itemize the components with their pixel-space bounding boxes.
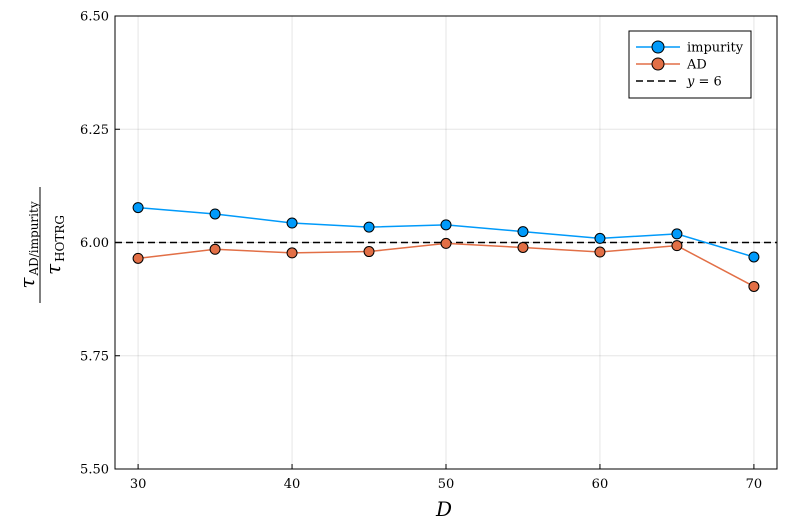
x-tick-label: 50 xyxy=(438,477,455,492)
y-title-denominator-symbol: τ xyxy=(41,263,65,275)
data-point-impurity xyxy=(594,232,606,244)
x-tick-label: 70 xyxy=(746,477,763,492)
data-point-ad xyxy=(440,237,452,249)
data-point-ad xyxy=(748,280,760,292)
y-tick-label: 6.50 xyxy=(80,10,109,25)
data-point-impurity xyxy=(132,202,144,214)
data-point-ad xyxy=(286,247,298,259)
data-point-impurity xyxy=(440,219,452,231)
data-point-ad xyxy=(132,252,144,264)
y-tick-label: 5.75 xyxy=(80,349,109,364)
y-title-denominator: τHOTRG xyxy=(41,215,67,275)
legend-impurity-label: impurity xyxy=(687,41,744,56)
data-point-impurity xyxy=(671,228,683,240)
data-point-impurity xyxy=(209,208,221,220)
y-title-numerator-sub: AD/impurity xyxy=(27,201,41,276)
legend: impurity AD y = 6 xyxy=(628,30,752,99)
x-tick-label: 60 xyxy=(592,477,609,492)
data-point-ad xyxy=(209,243,221,255)
legend-reference-rest: = 6 xyxy=(694,75,721,90)
y-title-numerator-symbol: τ xyxy=(15,277,39,289)
y-title-numerator: τAD/impurity xyxy=(15,201,41,288)
y-tick-label: 6.25 xyxy=(80,123,109,138)
data-point-ad xyxy=(594,246,606,258)
series-layer xyxy=(132,202,760,292)
x-tick-label: 30 xyxy=(130,477,147,492)
data-point-impurity xyxy=(517,226,529,238)
ticks: 30 40 50 60 70 5.50 5.75 6.00 6.25 6.50 xyxy=(80,10,762,493)
legend-reference-label: y = 6 xyxy=(686,75,722,90)
legend-reference-var: y xyxy=(686,75,695,90)
y-tick-label: 5.50 xyxy=(80,463,109,478)
data-point-ad xyxy=(517,241,529,253)
x-tick-label: 40 xyxy=(284,477,301,492)
data-point-ad xyxy=(671,240,683,252)
y-tick-label: 6.00 xyxy=(80,236,109,251)
data-point-impurity xyxy=(363,221,375,233)
data-point-impurity xyxy=(286,217,298,229)
legend-impurity-marker xyxy=(651,40,665,54)
data-point-ad xyxy=(363,246,375,258)
legend-ad-marker xyxy=(651,57,665,71)
y-axis-title: τAD/impurity τHOTRG xyxy=(15,187,67,303)
y-title-denominator-sub: HOTRG xyxy=(53,215,67,262)
data-point-impurity xyxy=(748,251,760,263)
legend-ad-label: AD xyxy=(686,58,707,73)
x-axis-title: D xyxy=(435,497,452,521)
